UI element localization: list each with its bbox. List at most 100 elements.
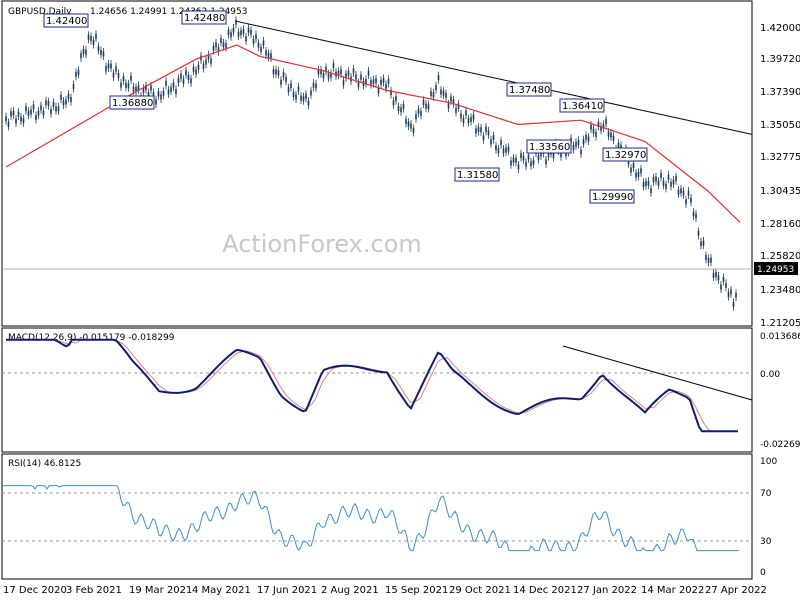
candle-body bbox=[27, 110, 30, 116]
candle-body bbox=[185, 70, 187, 76]
candle-body bbox=[247, 27, 250, 33]
candle-body bbox=[70, 97, 72, 103]
candle-body bbox=[145, 85, 147, 91]
candle-body bbox=[45, 100, 47, 106]
candle-body bbox=[77, 69, 80, 75]
candle-body bbox=[585, 134, 587, 140]
candle-body bbox=[115, 66, 117, 72]
candle-body bbox=[417, 108, 420, 114]
candle-body bbox=[122, 76, 125, 82]
watermark: ActionForex.com bbox=[222, 230, 422, 258]
price-tick: 1.30435 bbox=[760, 186, 800, 197]
candle-body bbox=[687, 190, 690, 196]
candle-body bbox=[67, 93, 70, 99]
candle-body bbox=[137, 85, 140, 91]
candle-body bbox=[25, 106, 27, 112]
candle-body bbox=[400, 107, 402, 113]
candle-body bbox=[297, 86, 300, 92]
candle-body bbox=[242, 28, 245, 34]
candle-body bbox=[222, 42, 225, 48]
candle-body bbox=[20, 116, 22, 122]
candle-body bbox=[407, 121, 410, 127]
price-tick: 1.23480 bbox=[760, 285, 800, 296]
macd-pane bbox=[1, 327, 753, 453]
candle-body bbox=[627, 159, 630, 165]
candle-body bbox=[612, 135, 615, 141]
candle-body bbox=[340, 69, 342, 75]
candle-body bbox=[155, 99, 157, 105]
date-tick: 14 Dec 2021 bbox=[513, 585, 577, 596]
candle-body bbox=[90, 36, 92, 42]
candle-body bbox=[370, 80, 372, 86]
candle-body bbox=[42, 110, 45, 116]
candle-body bbox=[230, 32, 232, 38]
annotation-box bbox=[559, 98, 605, 113]
annotation-box bbox=[454, 167, 500, 182]
candle-body bbox=[87, 34, 90, 40]
macd-tick: 0.00 bbox=[760, 370, 780, 380]
candle-body bbox=[500, 140, 502, 146]
candle-body bbox=[587, 136, 590, 142]
candle-body bbox=[662, 180, 665, 186]
candle-body bbox=[517, 164, 520, 170]
candle-body bbox=[270, 53, 272, 59]
candle-body bbox=[730, 289, 732, 295]
candle-body bbox=[30, 109, 32, 115]
candle-body bbox=[12, 110, 15, 116]
candle-body bbox=[55, 106, 57, 112]
date-tick: 17 Dec 2020 bbox=[3, 585, 67, 596]
date-tick: 15 Sep 2021 bbox=[385, 585, 448, 596]
candle-body bbox=[642, 182, 645, 188]
candle-body bbox=[62, 100, 65, 106]
price-axis: 1.42000 1.39720 1.37390 1.35050 1.32775 … bbox=[760, 23, 800, 329]
candle-body bbox=[170, 86, 172, 92]
candle-body bbox=[667, 174, 670, 180]
candle-body bbox=[40, 105, 42, 111]
candle-body bbox=[202, 63, 205, 69]
candle-body bbox=[190, 78, 192, 84]
candle-body bbox=[375, 78, 377, 84]
candle-body bbox=[262, 40, 265, 46]
candle-body bbox=[445, 92, 447, 98]
moving-average-line bbox=[5, 44, 741, 223]
candle-body bbox=[640, 168, 642, 174]
candle-body bbox=[380, 79, 382, 85]
candle-body bbox=[582, 139, 585, 145]
candle-body bbox=[410, 123, 412, 129]
candle-body bbox=[300, 95, 302, 101]
rsi-tick: 0 bbox=[760, 568, 766, 578]
candle-body bbox=[205, 59, 207, 65]
candle-body bbox=[320, 69, 322, 75]
candle-body bbox=[152, 92, 155, 98]
candle-body bbox=[165, 80, 167, 86]
candle-body bbox=[207, 54, 210, 60]
candle-body bbox=[697, 230, 700, 236]
candle-body bbox=[397, 106, 400, 112]
candle-body bbox=[307, 100, 310, 106]
candle-body bbox=[187, 75, 190, 81]
candle-body bbox=[540, 151, 542, 157]
candle-body bbox=[735, 292, 737, 298]
candle-body bbox=[682, 190, 685, 196]
price-tick: 1.35050 bbox=[760, 120, 800, 131]
candle-body bbox=[342, 80, 345, 86]
candle-body bbox=[405, 118, 407, 124]
candle-body bbox=[460, 113, 462, 119]
candle-body bbox=[147, 92, 150, 98]
candle-body bbox=[427, 104, 430, 110]
price-tick: 1.42000 bbox=[760, 23, 800, 34]
candle-body bbox=[617, 142, 620, 148]
candle-body bbox=[97, 45, 100, 51]
candle-body bbox=[322, 73, 325, 79]
date-tick: 14 Mar 2022 bbox=[641, 585, 704, 596]
candle-body bbox=[172, 82, 175, 88]
candle-body bbox=[130, 75, 132, 81]
candle-body bbox=[387, 78, 390, 84]
candle-body bbox=[57, 106, 60, 112]
candle-body bbox=[590, 124, 592, 130]
candle-body bbox=[235, 19, 237, 25]
candle-body bbox=[545, 159, 547, 165]
candle-body bbox=[695, 213, 697, 219]
candle-body bbox=[52, 101, 55, 107]
candle-body bbox=[510, 160, 512, 166]
